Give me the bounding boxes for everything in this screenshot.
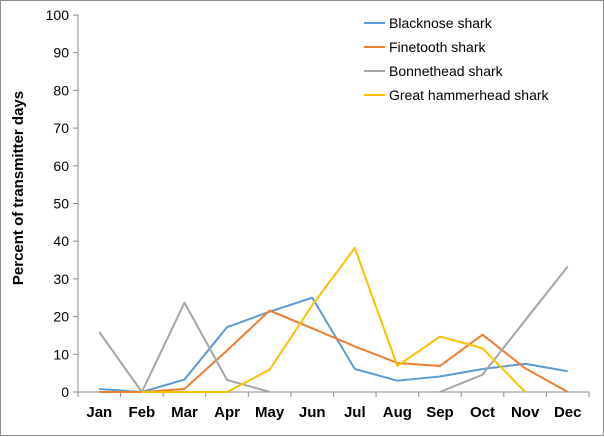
legend-item: Bonnethead shark xyxy=(364,63,504,79)
x-tick-label: Sep xyxy=(426,404,454,421)
series-line xyxy=(141,246,526,393)
y-tick-label: 70 xyxy=(53,120,69,136)
y-tick-label: 20 xyxy=(53,309,69,325)
legend-item: Great hammerhead shark xyxy=(364,87,550,103)
x-tick-label: Apr xyxy=(214,404,240,421)
series-finetooth-shark xyxy=(99,309,569,393)
x-tick-label: Jul xyxy=(344,404,366,421)
y-axis-title: Percent of transmitter days xyxy=(10,91,27,285)
x-tick-label: Oct xyxy=(470,404,495,421)
x-tick-label: Feb xyxy=(129,404,156,421)
y-tick-label: 80 xyxy=(53,82,69,98)
y-tick-label: 30 xyxy=(53,271,69,287)
y-tick-label: 40 xyxy=(53,233,69,249)
legend-label: Bonnethead shark xyxy=(389,63,504,79)
x-tick-label: Aug xyxy=(383,404,412,421)
y-tick-labels: 0 10 20 30 40 50 60 70 80 90 100 xyxy=(46,7,70,400)
legend: Blacknose shark Finetooth shark Bonnethead… xyxy=(364,15,550,103)
series-line xyxy=(439,265,569,393)
x-tick-label: Mar xyxy=(171,404,198,421)
y-tick-label: 10 xyxy=(53,346,69,362)
series-great-hammerhead-shark xyxy=(141,246,526,393)
series-bonnethead-shark xyxy=(98,265,569,393)
legend-item: Finetooth shark xyxy=(364,39,486,55)
x-tick-labels: Jan Feb Mar Apr May Jun Jul Aug Sep Oct Nov Dec xyxy=(86,404,581,421)
legend-label: Great hammerhead shark xyxy=(389,87,550,103)
series-blacknose-shark xyxy=(99,296,568,393)
axes xyxy=(73,14,590,397)
legend-label: Finetooth shark xyxy=(389,39,486,55)
legend-label: Blacknose shark xyxy=(389,15,493,31)
x-tick-label: Jun xyxy=(299,404,326,421)
x-tick-label: May xyxy=(255,404,285,421)
y-tick-label: 60 xyxy=(53,158,69,174)
y-tick-label: 0 xyxy=(61,384,69,400)
series-line xyxy=(99,309,569,393)
legend-item: Blacknose shark xyxy=(364,15,493,31)
x-tick-label: Nov xyxy=(511,404,540,421)
x-tick-label: Jan xyxy=(86,404,112,421)
series-lines xyxy=(98,246,569,393)
series-line xyxy=(99,296,568,393)
y-tick-label: 50 xyxy=(53,196,69,212)
x-tick-label: Dec xyxy=(554,404,582,421)
y-tick-label: 100 xyxy=(46,7,70,23)
y-tick-label: 90 xyxy=(53,45,69,61)
